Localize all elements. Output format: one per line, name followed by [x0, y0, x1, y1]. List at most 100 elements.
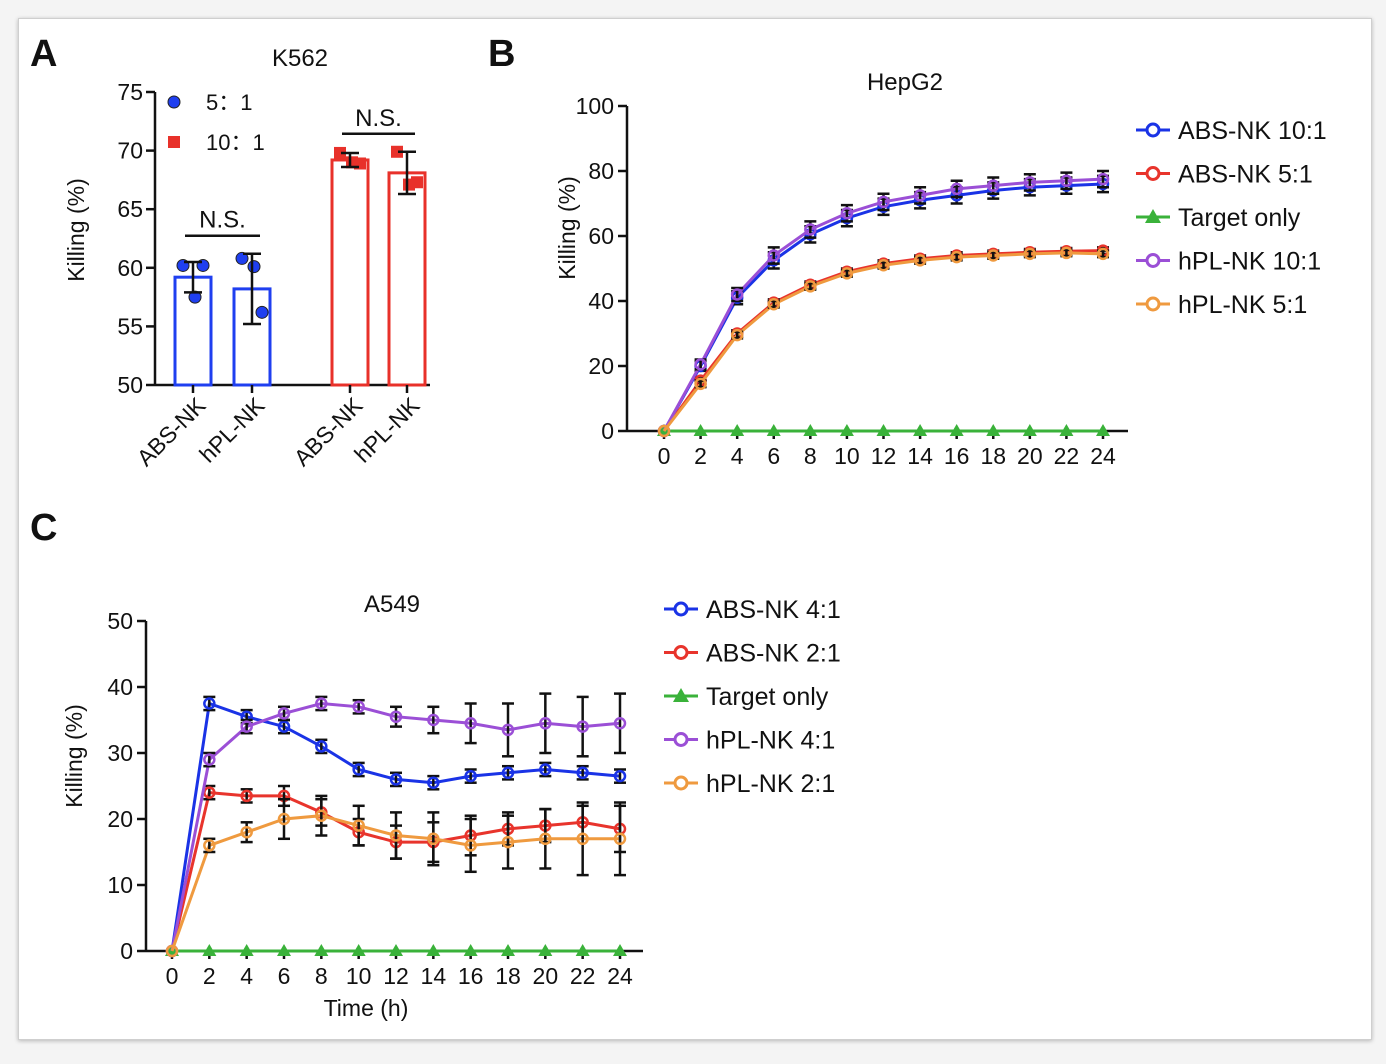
panel-c-point — [389, 829, 403, 842]
panel-a-point — [188, 290, 202, 304]
panel-a-x-tick-label: hPL-NK — [194, 392, 270, 468]
panel-a-ylabel: Killing (%) — [63, 178, 89, 282]
panel-b-legend-marker — [1145, 209, 1161, 223]
panel-a-y-tick-label: 55 — [117, 313, 143, 339]
panel-c-point — [165, 944, 179, 958]
panel-a-y-tick-label: 70 — [117, 138, 143, 164]
panel-a-point — [411, 176, 423, 189]
panel-c-point — [389, 944, 403, 956]
panel-c-legend-label: ABS-NK 4:1 — [706, 596, 841, 624]
panel-c-legend-label: Target only — [706, 683, 829, 711]
panel-b-legend-label: ABS-NK 5:1 — [1178, 161, 1313, 189]
panel-c-x-tick-label: 10 — [346, 963, 372, 989]
panel-c-y-tick-label: 20 — [107, 806, 133, 832]
panel-a-point — [235, 251, 249, 265]
panel-c-point — [203, 839, 216, 852]
panel-c-point — [501, 835, 515, 849]
panel-b-legend-label: Target only — [1178, 204, 1301, 232]
panel-c-ylabel: Killing (%) — [61, 704, 87, 808]
panel-b-point — [1023, 176, 1037, 189]
panel-c-point — [539, 832, 552, 846]
panel-c-point — [613, 769, 627, 783]
panel-b-legend-marker — [1145, 296, 1161, 312]
panel-c-x-tick-label: 0 — [166, 963, 179, 989]
panel-b-point — [950, 250, 963, 264]
panel-b-y-tick-label: 20 — [588, 353, 614, 379]
panel-c-point — [277, 707, 291, 720]
panel-a-bar — [330, 158, 370, 387]
panel-c-legend-marker — [673, 775, 689, 791]
panel-a-legend-label: 5：1 — [206, 90, 252, 115]
panel-c-point — [539, 717, 552, 730]
panel-c-point — [315, 740, 328, 753]
panel-b-ylabel: Killing (%) — [554, 176, 580, 280]
panel-b-point — [766, 424, 781, 436]
panel-b-point — [1023, 247, 1037, 261]
panel-b-point — [877, 195, 890, 209]
panel-a-title: K562 — [272, 45, 328, 72]
panel-c-x-tick-label: 2 — [203, 963, 216, 989]
panel-b-y-tick-label: 0 — [601, 418, 614, 444]
panel-a-point — [334, 146, 346, 159]
panel-c-x-tick-label: 16 — [458, 963, 484, 989]
panel-c-point — [202, 944, 217, 956]
panel-b-legend-label: hPL-NK 10:1 — [1178, 248, 1321, 276]
panel-c-point — [613, 944, 627, 956]
panel-b-point — [804, 223, 817, 236]
panel-c-point — [464, 717, 477, 730]
panel-b-x-tick-label: 24 — [1090, 443, 1116, 469]
panel-b-point — [987, 179, 1000, 192]
panel-c-point — [463, 944, 478, 956]
panel-c-point — [501, 944, 515, 956]
panel-c-y-tick-label: 50 — [107, 608, 133, 634]
panel-c-point — [240, 789, 253, 803]
panel-b-x-tick-label: 16 — [944, 443, 970, 469]
panel-b-point — [1060, 174, 1073, 187]
panel-b-point — [950, 182, 963, 196]
panel-c-point — [315, 697, 328, 710]
panel-c-point — [575, 944, 590, 956]
panel-b-point — [730, 288, 744, 301]
panel-c-point — [501, 766, 515, 780]
panel-a-significance-label: N.S. — [199, 207, 246, 234]
panel-a-x-tick-label: ABS-NK — [289, 392, 368, 471]
panel-b-point — [694, 358, 707, 371]
panel-c-x-tick-label: 14 — [421, 963, 447, 989]
panel-b-series-line — [662, 249, 1104, 432]
panel-b-point — [1022, 424, 1037, 436]
panel-b-point — [657, 424, 671, 438]
panel-c-x-tick-label: 20 — [533, 963, 559, 989]
panel-c-point — [538, 944, 553, 956]
panel-c-y-tick-label: 40 — [107, 674, 133, 700]
panel-c-legend-label: ABS-NK 2:1 — [706, 640, 841, 668]
panel-c-point — [427, 832, 440, 846]
panel-c-point — [426, 944, 441, 956]
panel-a-y-tick-label: 75 — [117, 79, 143, 105]
panel-c-y-tick-label: 0 — [120, 938, 133, 964]
panel-c-point — [427, 713, 440, 727]
panel-a-x-tick-label: ABS-NK — [132, 392, 211, 471]
panel-b-x-tick-label: 4 — [731, 443, 744, 469]
panel-c-legend-marker — [673, 601, 689, 617]
panel-a-legend-marker — [167, 95, 181, 109]
panel-b-point — [913, 254, 927, 267]
panel-c-point — [315, 809, 328, 822]
panel-c-legend-marker — [673, 645, 689, 660]
panel-b-legend-label: hPL-NK 5:1 — [1178, 291, 1307, 319]
panel-c-point — [239, 944, 254, 956]
panel-c-point — [464, 839, 477, 852]
panel-b-title: HepG2 — [867, 69, 943, 96]
panel-c-point — [613, 717, 627, 730]
panel-b-point — [694, 377, 707, 391]
panel-b-point — [693, 424, 708, 436]
panel-c-x-tick-label: 22 — [570, 963, 596, 989]
panel-b-legend-marker — [1145, 166, 1161, 181]
panel-c-xlabel: Time (h) — [324, 995, 409, 1021]
panel-c-x-tick-label: 24 — [607, 963, 633, 989]
panel-b-x-tick-label: 6 — [767, 443, 780, 469]
panel-b-x-tick-label: 12 — [871, 443, 897, 469]
panel-b-x-tick-label: 22 — [1054, 443, 1080, 469]
panel-b-point — [803, 424, 818, 436]
